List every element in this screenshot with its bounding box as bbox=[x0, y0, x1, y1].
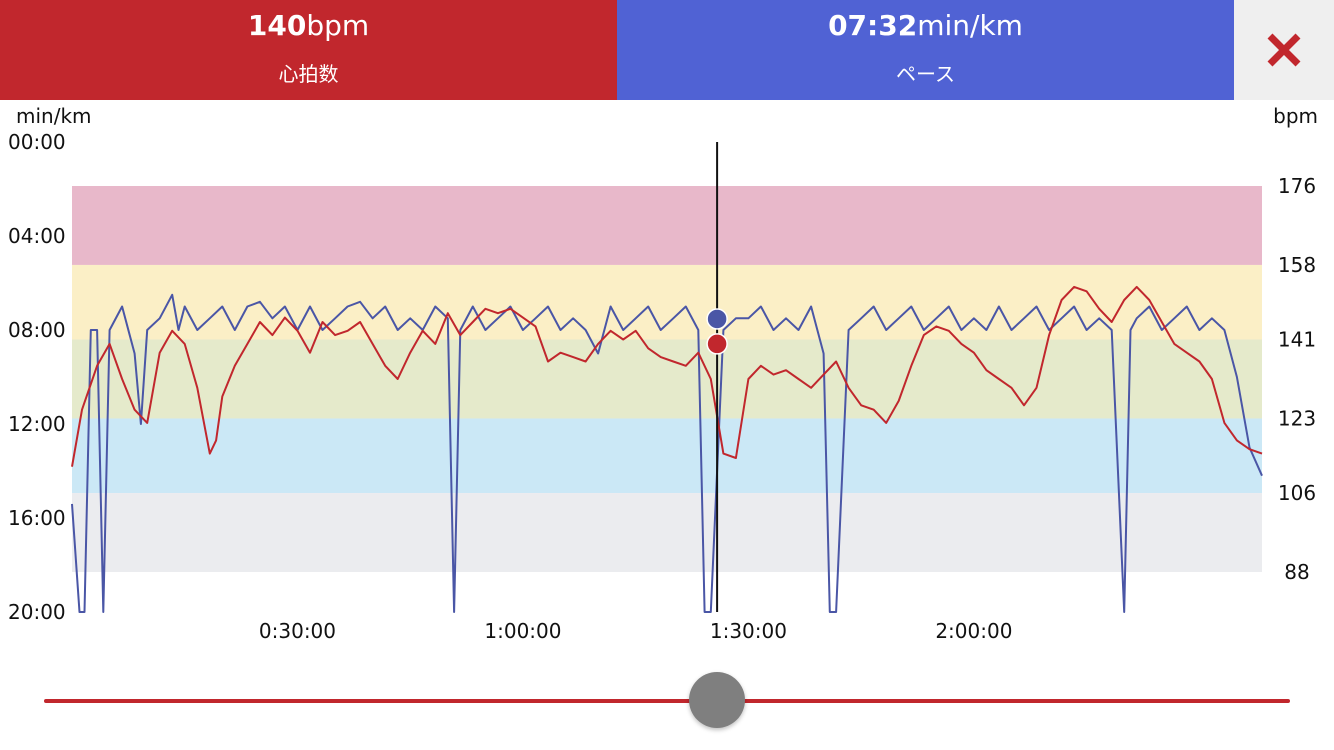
hr-tick-label: 106 bbox=[1278, 481, 1316, 505]
pace-axis-unit: min/km bbox=[16, 104, 92, 128]
pace-readout: 07:32min/km bbox=[617, 10, 1234, 42]
heart-rate-cursor-dot bbox=[706, 333, 728, 355]
hr-zone-1 bbox=[72, 264, 1262, 340]
pace-line bbox=[71, 293, 1263, 613]
heart-rate-unit: bpm bbox=[306, 9, 370, 42]
hr-zone-3 bbox=[72, 418, 1262, 494]
pace-unit: min/km bbox=[917, 9, 1023, 42]
timeline-slider[interactable] bbox=[44, 672, 1290, 732]
hr-zone-4 bbox=[72, 493, 1262, 572]
pace-heart-rate-chart[interactable]: 00:00 04:00 08:00 12:00 16:00 20:00 176 158 141 1… bbox=[0, 130, 1334, 660]
pace-tick-label: 16:00 bbox=[8, 506, 66, 530]
hr-tick-label: 123 bbox=[1278, 406, 1316, 430]
summary-header: 140bpm 心拍数 07:32min/km ペース bbox=[0, 0, 1334, 100]
heart-rate-readout: 140bpm bbox=[0, 10, 617, 42]
close-x-icon bbox=[1267, 33, 1301, 67]
heart-rate-value: 140 bbox=[247, 9, 307, 42]
time-tick-label: 1:00:00 bbox=[484, 619, 561, 643]
hr-zone-0 bbox=[72, 186, 1262, 265]
pace-tick-label: 00:00 bbox=[8, 130, 66, 154]
heart-rate-line bbox=[71, 285, 1263, 467]
pace-value: 07:32 bbox=[828, 9, 918, 42]
heart-rate-axis-unit: bpm bbox=[1273, 104, 1318, 128]
hr-tick-label: 158 bbox=[1278, 253, 1316, 277]
pace-label: ペース bbox=[896, 62, 955, 86]
pace-tile: 07:32min/km ペース bbox=[617, 0, 1234, 100]
pace-tick-label: 08:00 bbox=[8, 318, 66, 342]
time-tick-label: 2:00:00 bbox=[935, 619, 1012, 643]
pace-tick-label: 12:00 bbox=[8, 412, 66, 436]
heart-rate-label: 心拍数 bbox=[278, 62, 339, 86]
hr-tick-label: 176 bbox=[1278, 174, 1316, 198]
hr-tick-label: 141 bbox=[1278, 328, 1316, 352]
slider-track[interactable] bbox=[44, 699, 1290, 703]
pace-cursor-dot bbox=[706, 308, 728, 330]
time-tick-label: 0:30:00 bbox=[259, 619, 336, 643]
heart-rate-tile: 140bpm 心拍数 bbox=[0, 0, 617, 100]
pace-tick-label: 20:00 bbox=[8, 600, 66, 624]
close-button[interactable] bbox=[1234, 0, 1334, 100]
pace-tick-label: 04:00 bbox=[8, 224, 66, 248]
time-tick-label: 1:30:00 bbox=[710, 619, 787, 643]
slider-thumb[interactable] bbox=[688, 672, 745, 728]
hr-tick-label: 88 bbox=[1284, 560, 1309, 584]
hr-zone-2 bbox=[72, 339, 1262, 419]
